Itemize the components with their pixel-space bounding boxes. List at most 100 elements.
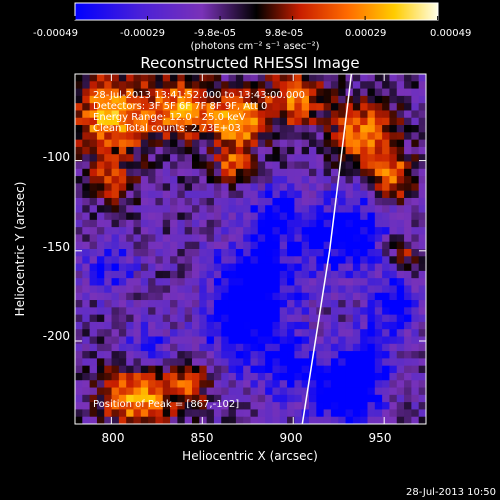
heatmap-cell bbox=[104, 161, 112, 170]
heatmap-cell bbox=[250, 358, 259, 367]
heatmap-cell bbox=[352, 103, 361, 111]
heatmap-cell bbox=[104, 292, 112, 301]
heatmap-cell bbox=[411, 394, 420, 403]
heatmap-cell bbox=[96, 416, 105, 424]
heatmap-cell bbox=[316, 365, 325, 374]
heatmap-cell bbox=[111, 307, 120, 316]
heatmap-cell bbox=[162, 387, 171, 396]
heatmap-cell bbox=[345, 292, 354, 301]
heatmap-cell bbox=[345, 402, 354, 410]
heatmap-cell bbox=[287, 263, 295, 272]
heatmap-cell bbox=[309, 139, 317, 148]
heatmap-cell bbox=[148, 227, 156, 235]
heatmap-cell bbox=[213, 117, 222, 126]
heatmap-cell bbox=[170, 212, 178, 221]
heatmap-cell bbox=[323, 146, 332, 155]
heatmap-cell bbox=[213, 329, 222, 337]
heatmap-cell bbox=[345, 234, 354, 243]
heatmap-cell bbox=[396, 336, 405, 345]
heatmap-cell bbox=[330, 394, 339, 403]
heatmap-cell bbox=[301, 329, 310, 337]
heatmap-cell bbox=[104, 387, 112, 396]
heatmap-cell bbox=[330, 285, 339, 294]
heatmap-cell bbox=[206, 161, 215, 170]
heatmap-cell bbox=[118, 103, 127, 111]
heatmap-cell bbox=[155, 409, 164, 418]
heatmap-cell bbox=[309, 292, 317, 301]
heatmap-cell bbox=[82, 314, 91, 323]
heatmap-cell bbox=[338, 234, 346, 243]
heatmap-cell bbox=[126, 314, 134, 323]
time-range-annotation: 28-Jul-2013 13:41:52.000 to 13:43:00.000 bbox=[93, 90, 305, 101]
heatmap-cell bbox=[162, 183, 171, 192]
heatmap-cell bbox=[389, 110, 398, 119]
heatmap-cell bbox=[104, 380, 112, 388]
heatmap-cell bbox=[316, 205, 325, 213]
heatmap-cell bbox=[96, 285, 105, 294]
heatmap-cell bbox=[382, 125, 390, 133]
heatmap-cell bbox=[228, 168, 237, 177]
heatmap-cell bbox=[96, 263, 105, 272]
heatmap-cell bbox=[309, 227, 317, 235]
heatmap-cell bbox=[265, 249, 273, 257]
heatmap-cell bbox=[75, 146, 83, 155]
heatmap-cell bbox=[345, 117, 354, 126]
heatmap-cell bbox=[360, 241, 368, 250]
heatmap-cell bbox=[272, 117, 281, 126]
heatmap-cell bbox=[418, 190, 426, 199]
heatmap-cell bbox=[104, 241, 112, 250]
heatmap-cell bbox=[287, 132, 295, 141]
heatmap-cell bbox=[82, 285, 91, 294]
heatmap-cell bbox=[316, 387, 325, 396]
heatmap-cell bbox=[345, 110, 354, 119]
heatmap-cell bbox=[199, 409, 208, 418]
heatmap-cell bbox=[213, 409, 222, 418]
heatmap-cell bbox=[272, 263, 281, 272]
heatmap-cell bbox=[279, 95, 288, 104]
heatmap-cell bbox=[411, 278, 420, 286]
heatmap-cell bbox=[148, 81, 156, 89]
heatmap-cell bbox=[206, 154, 215, 162]
heatmap-cell bbox=[235, 343, 244, 352]
heatmap-cell bbox=[360, 249, 368, 257]
heatmap-cell bbox=[411, 219, 420, 228]
heatmap-cell bbox=[294, 74, 303, 82]
heatmap-cell bbox=[272, 139, 281, 148]
heatmap-cell bbox=[111, 168, 120, 177]
heatmap-cell bbox=[184, 372, 193, 381]
heatmap-cell bbox=[360, 343, 368, 352]
heatmap-cell bbox=[118, 234, 127, 243]
heatmap-cell bbox=[265, 74, 273, 82]
heatmap-cell bbox=[250, 168, 259, 177]
heatmap-cell bbox=[111, 321, 120, 330]
heatmap-cell bbox=[279, 205, 288, 213]
heatmap-cell bbox=[418, 292, 426, 301]
heatmap-cell bbox=[192, 263, 200, 272]
heatmap-cell bbox=[404, 372, 412, 381]
heatmap-cell bbox=[265, 409, 273, 418]
heatmap-cell bbox=[199, 95, 208, 104]
heatmap-cell bbox=[199, 227, 208, 235]
heatmap-cell bbox=[221, 329, 229, 337]
heatmap-cell bbox=[374, 125, 383, 133]
heatmap-cell bbox=[221, 278, 229, 286]
colorbar-tick-label: 0.00049 bbox=[430, 28, 471, 39]
heatmap-cell bbox=[323, 380, 332, 388]
heatmap-cell bbox=[82, 329, 91, 337]
heatmap-cell bbox=[294, 103, 303, 111]
heatmap-cell bbox=[382, 234, 390, 243]
heatmap-cell bbox=[294, 132, 303, 141]
heatmap-cell bbox=[148, 380, 156, 388]
heatmap-cell bbox=[140, 402, 149, 410]
heatmap-cell bbox=[382, 409, 390, 418]
heatmap-cell bbox=[411, 154, 420, 162]
heatmap-cell bbox=[96, 241, 105, 250]
heatmap-cell bbox=[404, 95, 412, 104]
heatmap-cell bbox=[367, 103, 376, 111]
heatmap-cell bbox=[411, 81, 420, 89]
heatmap-cell bbox=[418, 329, 426, 337]
heatmap-cell bbox=[228, 292, 237, 301]
heatmap-cell bbox=[221, 416, 229, 424]
heatmap-cell bbox=[257, 132, 266, 141]
heatmap-cell bbox=[140, 307, 149, 316]
